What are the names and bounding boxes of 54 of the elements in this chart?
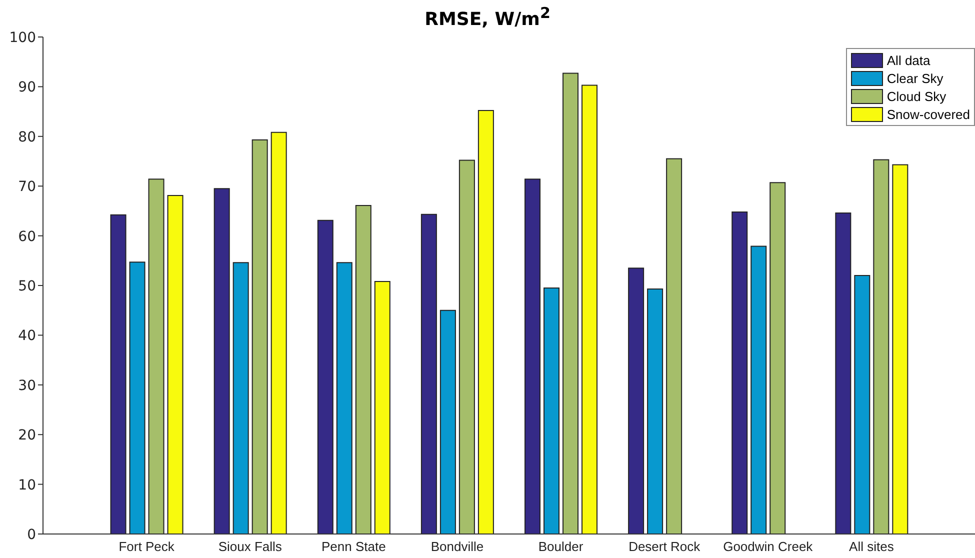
- y-tick-label: 80: [18, 129, 36, 146]
- y-tick-label: 50: [18, 278, 36, 294]
- x-tick-label: Boulder: [538, 539, 584, 554]
- y-tick-label: 100: [9, 30, 36, 46]
- bar: [647, 288, 664, 534]
- bar: [355, 204, 372, 534]
- bar: [666, 158, 682, 534]
- bar: [562, 72, 578, 534]
- x-tick-label: Bondville: [430, 539, 484, 554]
- y-tick-label: 30: [18, 378, 36, 394]
- bar: [835, 212, 852, 534]
- bar: [420, 214, 437, 534]
- x-tick-label: All sites: [849, 539, 894, 554]
- bar: [544, 287, 560, 534]
- legend-label: Cloud Sky: [886, 88, 946, 104]
- y-tick-label: 40: [18, 328, 36, 344]
- x-tick-label: Penn State: [322, 539, 386, 554]
- bar: [317, 220, 334, 534]
- bar: [232, 262, 249, 534]
- bar: [732, 211, 748, 534]
- bar: [252, 139, 268, 534]
- y-tick-label: 60: [18, 228, 36, 245]
- bar: [524, 178, 540, 534]
- bar: [110, 214, 126, 534]
- legend-label: All data: [886, 52, 930, 68]
- x-tick-label: Fort Peck: [118, 539, 175, 554]
- x-tick-label: Desert Rock: [628, 539, 701, 554]
- y-tick-label: 10: [18, 477, 36, 494]
- legend-label: Snow-covered: [886, 106, 970, 122]
- bar: [167, 195, 184, 534]
- bar: [770, 182, 786, 534]
- bar: [628, 268, 644, 534]
- bar: [148, 178, 164, 534]
- bar: [336, 262, 352, 534]
- chart-title: RMSE, W/m$^{2}$: [424, 4, 552, 30]
- bar: [458, 160, 475, 534]
- legend-label: Clear Sky: [886, 70, 944, 86]
- bar: [440, 310, 456, 534]
- bar: [873, 159, 890, 534]
- bar: [750, 246, 767, 534]
- bar: [129, 262, 146, 534]
- bar: [214, 188, 230, 534]
- bar: [892, 164, 908, 534]
- y-tick-label: 70: [18, 179, 36, 196]
- bar: [582, 84, 598, 534]
- y-tick-label: 90: [18, 80, 36, 96]
- x-tick-label: Goodwin Creek: [723, 539, 814, 554]
- y-tick-label: 0: [27, 526, 36, 543]
- bar: [854, 275, 870, 534]
- y-tick-label: 20: [18, 428, 36, 444]
- bar: [270, 132, 287, 534]
- bar: [478, 110, 494, 534]
- x-tick-label: Sioux Falls: [218, 539, 282, 554]
- bar: [374, 281, 390, 534]
